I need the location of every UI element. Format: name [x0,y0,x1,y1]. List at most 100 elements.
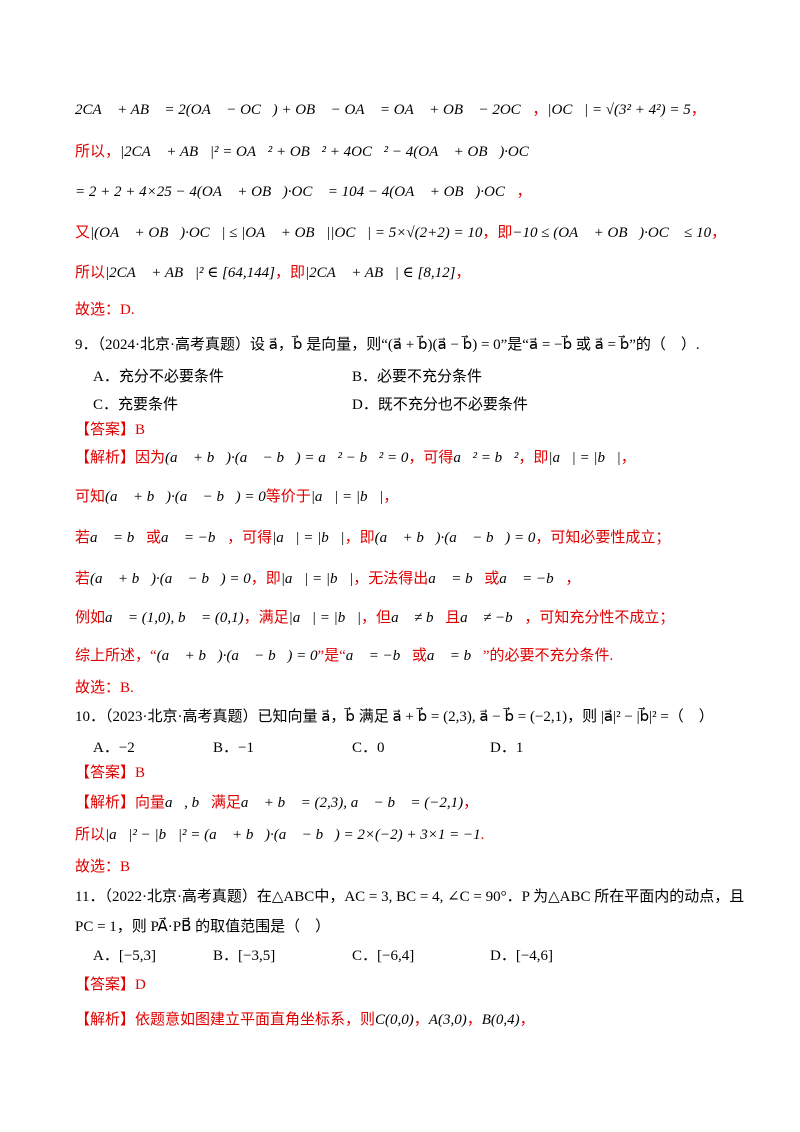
text-segment: ， [413,1012,429,1028]
math-segment: (a⃗ + b⃗)·(a⃗ − b⃗) = 0 [374,530,536,546]
text-segment: ，即 [482,225,513,241]
text-segment: ， [690,102,706,118]
math-segment: a⃗ = (1,0), b⃗ = (0,1) [105,610,244,626]
text-line: 【解析】因为(a⃗ + b⃗)·(a⃗ − b⃗) = a⃗² − b⃗² = … [75,447,636,469]
text-segment: ，可知必要性成立； [535,530,671,546]
text-line: 【解析】依题意如图建立平面直角坐标系，则C(0,0)，A(3,0)，B(0,4)… [75,1009,535,1031]
math-segment: |a⃗| = |b⃗| [288,610,362,626]
text-segment: 故选：B [75,859,131,875]
text-segment: ，满足 [243,610,289,626]
text-segment: ， [455,265,471,281]
question-stem: PC = 1，则 PA⃗·PB⃗ 的取值范围是（ ） [75,919,331,935]
math-segment: C(0,0) [375,1012,414,1028]
math-segment: a⃗ = b⃗ [428,571,485,587]
text-line: 又|(OA⃗ + OB⃗)·OC⃗| ≤ |OA⃗ + OB⃗||OC⃗| = … [75,222,726,244]
option: B．[−3,5] [213,948,276,964]
math-segment: a⃗ = −b⃗ [161,530,228,546]
answer: 【答案】D [75,977,146,993]
math-segment: |2CA⃗ + AB⃗|² ∈ [64,144] [105,265,275,281]
math-segment: |a⃗| = |b⃗| [280,571,354,587]
math-segment: a⃗ ≠ −b⃗ [460,610,525,626]
math-segment: |2CA⃗ + AB⃗| ∈ [8,12] [304,265,456,281]
math-segment: = 2 + 2 + 4×25 − 4(OA⃗ + OB⃗)·OC⃗ = 104 … [75,184,517,200]
text-line: 若(a⃗ + b⃗)·(a⃗ − b⃗) = 0，即|a⃗| = |b⃗|，无法… [75,568,580,590]
text-line: 所以|a⃗|² − |b⃗|² = (a⃗ + b⃗)·(a⃗ − b⃗) = … [75,824,484,846]
text-segment: ， [383,489,399,505]
text-segment: 若 [75,571,91,587]
text-line: 故选：B. [75,677,134,699]
text-line: 所以|2CA⃗ + AB⃗|² ∈ [64,144]，即|2CA⃗ + AB⃗|… [75,262,470,284]
math-segment: |a⃗|² − |b⃗|² = (a⃗ + b⃗)·(a⃗ − b⃗) = 2×… [105,827,481,843]
math-segment: a⃗ = −b⃗ [345,648,412,664]
math-segment: (a⃗ + b⃗)·(a⃗ − b⃗) = a⃗² − b⃗² = 0 [165,450,409,466]
text-segment: ，但 [361,610,392,626]
text-segment: ， [519,1012,535,1028]
text-segment: ，即 [250,571,281,587]
text-segment: ，可知充分性不成立； [524,610,675,626]
math-segment: a⃗, b⃗ [165,795,211,811]
text-segment: 故选：D. [75,302,135,318]
math-segment: |OC⃗| = √(3² + 4²) = 5 [547,102,691,118]
text-segment: 可知 [75,489,106,505]
option: B．−1 [213,740,254,756]
text-segment: ， [620,450,636,466]
math-segment: −10 ≤ (OA⃗ + OB⃗)·OC⃗ ≤ 10 [512,225,712,241]
text-segment: 或 [411,648,427,664]
text-segment: ，即 [274,265,305,281]
text-segment: 例如 [75,610,106,626]
option: C．0 [352,740,385,756]
text-segment: ，即 [518,450,549,466]
math-segment: |a⃗| = |b⃗| [272,530,345,546]
math-segment: a⃗ = −b⃗ [499,571,566,587]
math-segment: |(OA⃗ + OB⃗)·OC⃗| ≤ |OA⃗ + OB⃗||OC⃗| = 5… [90,225,483,241]
math-segment: (a⃗ + b⃗)·(a⃗ − b⃗) = 0 [105,489,266,505]
option: D．[−4,6] [490,948,554,964]
answer: 【答案】B [75,765,146,781]
text-segment: 又 [75,225,91,241]
math-segment: (a⃗ + b⃗)·(a⃗ − b⃗) = 0 [156,648,318,664]
text-line: 可知(a⃗ + b⃗)·(a⃗ − b⃗) = 0等价于|a⃗| = |b⃗|， [75,486,398,508]
text-segment: ， [463,795,479,811]
text-segment: 且 [445,610,461,626]
text-segment: 所以 [75,827,106,843]
text-segment: ， [711,225,727,241]
text-segment: ， [532,102,548,118]
math-segment: |a⃗| = |b⃗| [310,489,384,505]
text-line: 故选：B [75,856,130,878]
math-segment: a⃗ + b⃗ = (2,3), a⃗ − b⃗ = (−2,1) [240,795,464,811]
text-segment: 故选：B. [75,680,134,696]
math-segment: |a⃗| = |b⃗| [548,450,621,466]
text-segment: . [480,827,485,843]
math-segment: A(3,0) [428,1012,467,1028]
math-segment: a⃗ ≠ b⃗ [391,610,446,626]
text-segment: ，即 [344,530,375,546]
text-segment: ， [565,571,581,587]
text-segment: 或 [145,530,161,546]
math-segment: a⃗ = b⃗ [90,530,146,546]
text-segment: ”的必要不充分条件. [482,648,614,664]
math-segment: (a⃗ + b⃗)·(a⃗ − b⃗) = 0 [90,571,251,587]
math-segment: 2CA⃗ + AB⃗ = 2(OA⃗ − OC⃗) + OB⃗ − OA⃗ = … [75,102,533,118]
text-line: 【解析】向量a⃗, b⃗满足a⃗ + b⃗ = (2,3), a⃗ − b⃗ =… [75,792,478,814]
option: D．既不充分也不必要条件 [352,397,528,413]
text-line: 故选：D. [75,299,135,321]
answer: 【答案】B [75,422,146,438]
text-segment: 若 [75,530,91,546]
text-line: 2CA⃗ + AB⃗ = 2(OA⃗ − OC⃗) + OB⃗ − OA⃗ = … [75,99,706,121]
text-line: 若a⃗ = b⃗或a⃗ = −b⃗，可得|a⃗| = |b⃗|，即(a⃗ + b… [75,527,670,549]
option: C．[−6,4] [352,948,415,964]
text-segment: 满足 [210,795,241,811]
text-line: = 2 + 2 + 4×25 − 4(OA⃗ + OB⃗)·OC⃗ = 104 … [75,181,532,203]
option: A．充分不必要条件 [93,369,224,385]
question-stem: 11．（2022·北京·高考真题）在△ABC中，AC = 3, BC = 4, … [75,889,745,905]
text-line: 所以，|2CA⃗ + AB⃗|² = OA⃗² + OB⃗² + 4OC⃗² −… [75,141,540,163]
text-segment: 【解析】因为 [75,450,166,466]
text-line: 综上所述，“(a⃗ + b⃗)·(a⃗ − b⃗) = 0”是“a⃗ = −b⃗… [75,645,613,667]
question-stem: 10．（2023·北京·高考真题）已知向量 a⃗，b⃗ 满足 a⃗ + b⃗ =… [75,709,714,725]
text-line: 例如a⃗ = (1,0), b⃗ = (0,1)，满足|a⃗| = |b⃗|，但… [75,607,674,629]
option: B．必要不充分条件 [352,369,483,385]
option: D．1 [490,740,524,756]
text-segment: 所以 [75,265,106,281]
text-segment: ， [466,1012,482,1028]
